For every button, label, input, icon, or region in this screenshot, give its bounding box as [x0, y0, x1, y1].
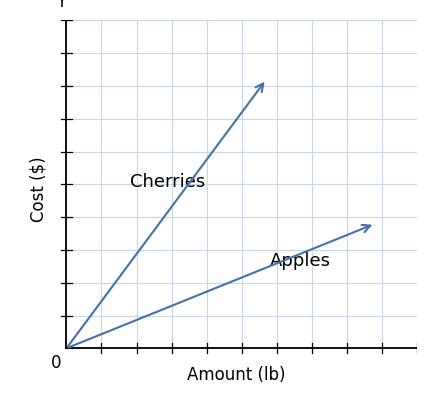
Text: Apples: Apples: [270, 252, 331, 269]
Y-axis label: Cost ($): Cost ($): [30, 156, 48, 222]
Text: 0: 0: [51, 354, 61, 372]
Text: Y: Y: [56, 0, 66, 11]
X-axis label: Amount (lb): Amount (lb): [187, 366, 286, 385]
Text: Cherries: Cherries: [129, 173, 205, 191]
